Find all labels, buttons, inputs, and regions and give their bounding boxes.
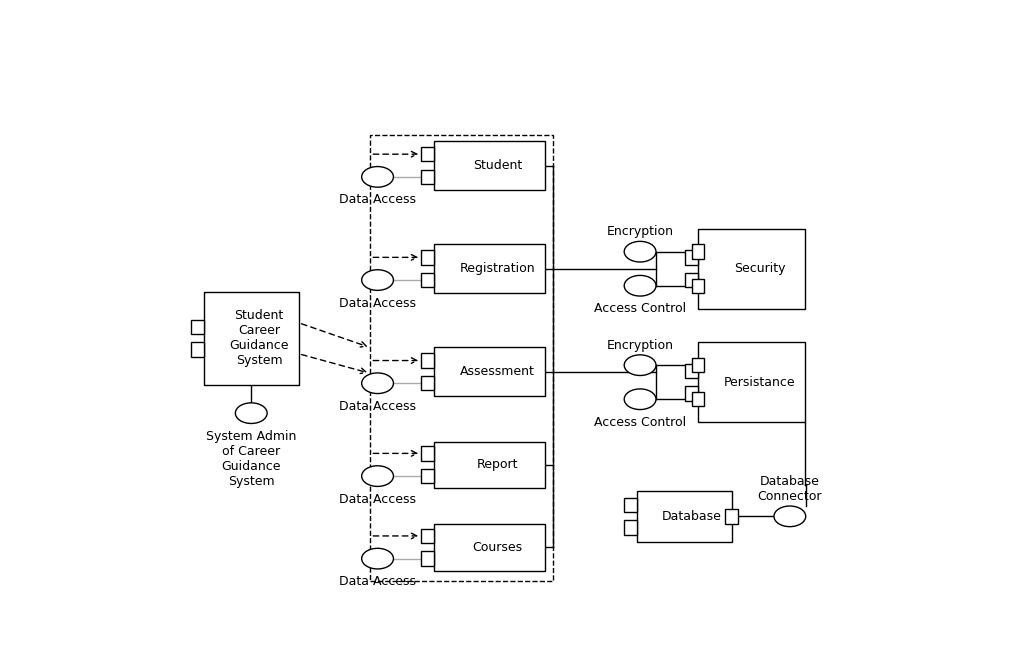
Text: Data Access: Data Access (339, 297, 416, 310)
Bar (726, 509, 738, 523)
Text: Security: Security (734, 262, 785, 275)
Bar (421, 469, 434, 483)
Bar (421, 273, 434, 287)
Text: Data Access: Data Access (339, 492, 416, 506)
Bar (692, 245, 704, 259)
Circle shape (774, 506, 806, 527)
Text: Courses: Courses (473, 541, 523, 554)
Circle shape (624, 241, 656, 262)
Bar (421, 446, 434, 460)
Text: Assessment: Assessment (460, 365, 535, 379)
Circle shape (362, 373, 394, 393)
Text: Persistance: Persistance (724, 376, 795, 389)
Bar (624, 498, 637, 512)
Bar (692, 392, 704, 407)
Bar (421, 147, 434, 161)
Bar (692, 279, 704, 293)
Text: Data Access: Data Access (339, 194, 416, 206)
Bar (370, 135, 554, 581)
Bar (204, 292, 299, 385)
Circle shape (624, 275, 656, 296)
Text: Student: Student (473, 159, 522, 172)
Bar (421, 529, 434, 543)
Bar (698, 342, 806, 422)
Bar (698, 228, 806, 309)
Bar (434, 347, 545, 397)
Circle shape (362, 548, 394, 569)
Circle shape (236, 403, 268, 423)
Text: Data Access: Data Access (339, 575, 416, 588)
Bar (686, 250, 698, 265)
Text: Database
Connector: Database Connector (757, 475, 822, 503)
Bar (421, 353, 434, 368)
Bar (637, 490, 732, 542)
Bar (421, 551, 434, 566)
Text: Access Control: Access Control (594, 302, 686, 316)
Bar (421, 250, 434, 265)
Text: Database: Database (662, 510, 722, 523)
Circle shape (624, 355, 656, 375)
Circle shape (624, 389, 656, 409)
Text: Report: Report (477, 458, 519, 471)
Bar (434, 244, 545, 293)
Bar (686, 387, 698, 401)
Bar (421, 170, 434, 184)
Bar (191, 320, 204, 334)
Circle shape (362, 466, 394, 486)
Bar (434, 524, 545, 571)
Bar (624, 521, 637, 535)
Text: Registration: Registration (459, 262, 535, 275)
Bar (686, 273, 698, 287)
Text: Student
Career
Guidance
System: Student Career Guidance System (230, 310, 289, 367)
Circle shape (362, 270, 394, 290)
Bar (686, 364, 698, 378)
Bar (692, 358, 704, 373)
Bar (434, 442, 545, 488)
Bar (191, 342, 204, 357)
Text: System Admin
of Career
Guidance
System: System Admin of Career Guidance System (206, 429, 296, 488)
Text: Encryption: Encryption (607, 225, 673, 239)
Text: Access Control: Access Control (594, 415, 686, 429)
Bar (434, 141, 545, 190)
Circle shape (362, 167, 394, 187)
Text: Data Access: Data Access (339, 400, 416, 413)
Bar (421, 376, 434, 391)
Text: Encryption: Encryption (607, 339, 673, 352)
